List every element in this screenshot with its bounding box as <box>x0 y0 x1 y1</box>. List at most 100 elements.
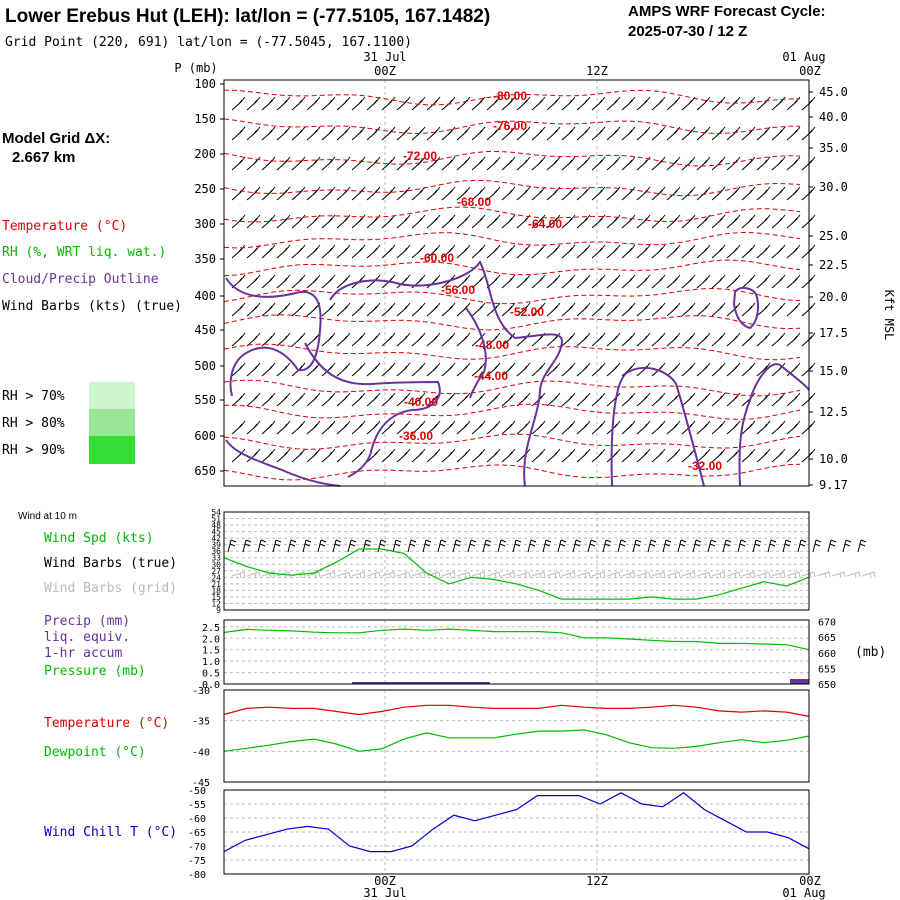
wind-barb-icon <box>531 126 546 141</box>
bottom-date-label: 31 Jul <box>363 886 406 900</box>
wind-barb-icon <box>231 302 246 317</box>
legend-wind: Wind Barbs (kts) (true) <box>2 299 182 314</box>
pressure-tick-label: 250 <box>194 182 216 196</box>
wind-barb-icon <box>621 332 636 347</box>
wind-barb-icon <box>261 126 276 141</box>
wind-barb-icon <box>666 420 681 435</box>
wind-barb-icon <box>621 244 636 259</box>
wind-barb-icon <box>306 96 321 111</box>
precip-bar <box>790 679 809 684</box>
pressure-tick-label: 650 <box>194 464 216 478</box>
wind-barb-icon <box>636 362 651 377</box>
pressure-tick-label: 450 <box>194 323 216 337</box>
wind-barb-true-icon <box>347 539 357 553</box>
height-tick-label: 25.0 <box>819 229 848 243</box>
wind-barb-icon <box>276 302 291 317</box>
wind-barb-icon <box>396 186 411 201</box>
temperature-contour <box>223 463 801 481</box>
wind-barb-icon <box>786 186 801 201</box>
precip-pressure-panel: 2.52.01.51.00.50.0 670 665 660 655 650 <box>202 618 836 691</box>
wind-barb-icon <box>426 214 441 229</box>
wind-barb-true-icon <box>737 539 747 553</box>
wind-barb-icon <box>441 96 456 111</box>
wind-barb-icon <box>336 274 351 289</box>
wind-barb-grid-icon <box>576 571 591 579</box>
wind-barb-icon <box>426 302 441 317</box>
bottom-date-label: 01 Aug <box>782 886 825 900</box>
wind10m-title: Wind at 10 m <box>18 511 77 522</box>
wind-barb-icon <box>231 332 246 347</box>
wind-barb-true-icon <box>482 539 492 553</box>
wind-barb-icon <box>786 332 801 347</box>
wind-barb-icon <box>636 186 651 201</box>
wind-barb-icon <box>456 332 471 347</box>
wind-barb-true-icon <box>797 539 807 553</box>
wind-barb-icon <box>276 96 291 111</box>
wind-barb-icon <box>261 392 276 407</box>
wind-barb-icon <box>366 244 381 259</box>
wind-barb-icon <box>261 362 276 377</box>
temperature-contour-label: -80.00 <box>493 89 527 103</box>
pressure-tick-label: 660 <box>818 649 836 660</box>
wind-barb-icon <box>276 448 291 463</box>
pressure-tick-label: 670 <box>818 618 836 629</box>
wind-barb-icon <box>516 420 531 435</box>
wind-barb-grid-icon <box>486 571 501 579</box>
wind-barb-icon <box>516 332 531 347</box>
wind-barb-icon <box>486 126 501 141</box>
wind-barb-icon <box>636 448 651 463</box>
temperature-contour <box>223 206 801 223</box>
wind-barb-true-icon <box>632 539 642 553</box>
wind-barb-icon <box>411 214 426 229</box>
wind-barb-icon <box>336 244 351 259</box>
wind-barb-icon <box>351 156 366 171</box>
wind-barb-grid-icon <box>321 571 336 579</box>
wind-barb-true-icon <box>317 539 327 553</box>
wind-barb-icon <box>681 186 696 201</box>
cycle-value: 2025-07-30 / 12 Z <box>628 23 747 40</box>
height-axis-label: Kft MSL <box>882 290 896 341</box>
wind-barb-icon <box>621 274 636 289</box>
wind-tick-label: 18 <box>211 586 221 595</box>
wind-barb-icon <box>471 126 486 141</box>
wind-barb-icon <box>561 392 576 407</box>
wind-barb-icon <box>471 302 486 317</box>
wind-tick-label: 27 <box>211 567 221 576</box>
wind-barb-true-icon <box>527 539 537 553</box>
wind-barb-icon <box>246 392 261 407</box>
top-date-label: 31 Jul <box>363 50 406 64</box>
wind-barb-true-icon <box>767 539 777 553</box>
wind-barb-icon <box>711 448 726 463</box>
wind-barb-icon <box>486 244 501 259</box>
wind-barb-icon <box>786 214 801 229</box>
wind-barb-icon <box>381 156 396 171</box>
wind-barb-icon <box>231 156 246 171</box>
precip-tick-label: 2.0 <box>202 634 220 645</box>
wind-barb-icon <box>771 156 786 171</box>
pressure-tick-label: 350 <box>194 252 216 266</box>
wind-barb-icon <box>786 302 801 317</box>
wind-barb-icon <box>666 448 681 463</box>
wind-barb-icon <box>516 362 531 377</box>
wind-barb-icon <box>726 332 741 347</box>
wind-barb-icon <box>726 186 741 201</box>
wind-barb-icon <box>786 244 801 259</box>
wind-barb-icon <box>396 420 411 435</box>
wind-barb-icon <box>756 186 771 201</box>
temperature-contour <box>223 231 801 249</box>
wind-barb-icon <box>396 126 411 141</box>
rh80-swatch <box>89 409 135 437</box>
cloud-outline <box>304 342 441 478</box>
precip-tick-label: 1.0 <box>202 657 220 668</box>
windchill-tick-label: -55 <box>188 800 206 811</box>
wind-barb-icon <box>771 214 786 229</box>
wind-barb-icon <box>666 244 681 259</box>
cloud-outline <box>225 439 341 487</box>
wind-barb-true-icon <box>497 539 507 553</box>
windchill-panel: -50 -55 -60 -65 -70 -75 -80 <box>188 786 810 881</box>
cycle-label: AMPS WRF Forecast Cycle: <box>628 3 826 20</box>
wind-barb-icon <box>651 96 666 111</box>
wind-barb-icon <box>636 332 651 347</box>
wind10m-frame <box>223 511 810 611</box>
